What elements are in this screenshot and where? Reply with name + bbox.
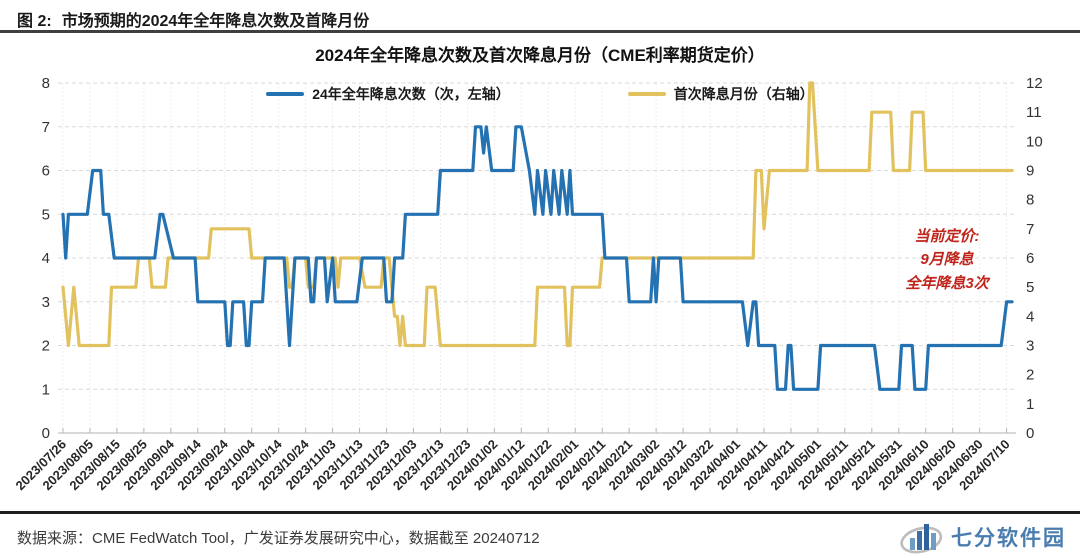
left-axis-tick-label: 6 [42, 163, 50, 180]
annotation-line-3: 全年降息3次 [905, 274, 989, 292]
series-line-cuts [61, 125, 1014, 391]
logo-bars-icon [900, 524, 943, 554]
site-logo: 七分软件园 [898, 517, 1066, 557]
left-axis-tick-label: 8 [42, 75, 50, 92]
right-axis-tick-label: 0 [1026, 425, 1034, 442]
left-axis-tick-label: 7 [42, 119, 50, 136]
left-axis-tick-label: 5 [42, 206, 50, 223]
series-line-first-cut-month [61, 81, 1014, 348]
right-axis-tick-label: 3 [1026, 338, 1034, 355]
plot-svg: 2023/07/262023/08/052023/08/152023/08/25… [12, 75, 1043, 493]
figure-title: 市场预期的2024年全年降息次数及首降月份 [61, 13, 370, 30]
footer: 数据来源：CME FedWatch Tool，广发证券发展研究中心，数据截至 2… [0, 511, 1080, 558]
right-axis-tick-label: 12 [1026, 75, 1043, 92]
figure-label: 图 2: [17, 13, 52, 30]
legend: 24年全年降息次数（次，左轴） 首次降息月份（右轴） [0, 84, 1080, 104]
legend-item-first-cut-month: 首次降息月份（右轴） [627, 84, 814, 104]
legend-label-first-cut-month: 首次降息月份（右轴） [673, 86, 814, 102]
right-axis-tick-label: 10 [1026, 133, 1043, 150]
yellow-line-swatch-icon [627, 92, 666, 96]
right-axis-tick-label: 7 [1026, 221, 1034, 238]
header-divider [0, 30, 1080, 33]
left-axis-tick-label: 3 [42, 294, 50, 311]
annotation-line-2: 9月降息 [920, 251, 974, 269]
data-source-text: 数据来源：CME FedWatch Tool，广发证券发展研究中心，数据截至 2… [17, 529, 540, 547]
left-axis-tick-label: 0 [42, 425, 50, 442]
right-axis-tick-label: 5 [1026, 279, 1034, 296]
right-axis-tick-label: 11 [1026, 104, 1042, 121]
right-axis-tick-label: 9 [1026, 163, 1034, 180]
chart-title: 2024年全年降息次数及首次降息月份（CME利率期货定价） [315, 46, 765, 65]
right-axis-tick-label: 2 [1026, 367, 1034, 384]
legend-item-cuts: 24年全年降息次数（次，左轴） [266, 84, 510, 104]
left-axis-tick-label: 1 [42, 381, 50, 398]
blue-line-swatch-icon [266, 92, 305, 96]
logo-text: 七分软件园 [951, 527, 1066, 550]
current-pricing-annotation: 当前定价: 9月降息 全年降息3次 [872, 225, 1022, 295]
right-axis-tick-label: 6 [1026, 250, 1034, 267]
right-axis-tick-label: 8 [1026, 192, 1034, 209]
right-axis-tick-label: 1 [1026, 396, 1034, 413]
right-axis-tick-label: 4 [1026, 308, 1034, 325]
report-header: 图 2: 市场预期的2024年全年降息次数及首降月份 [17, 7, 369, 31]
legend-label-cuts: 24年全年降息次数（次，左轴） [312, 86, 510, 102]
chart-area: 2024年全年降息次数及首次降息月份（CME利率期货定价） 2023/07/26… [0, 35, 1080, 511]
left-axis-tick-label: 4 [42, 250, 50, 267]
left-axis-tick-label: 2 [42, 338, 50, 355]
annotation-line-1: 当前定价: [914, 228, 980, 245]
